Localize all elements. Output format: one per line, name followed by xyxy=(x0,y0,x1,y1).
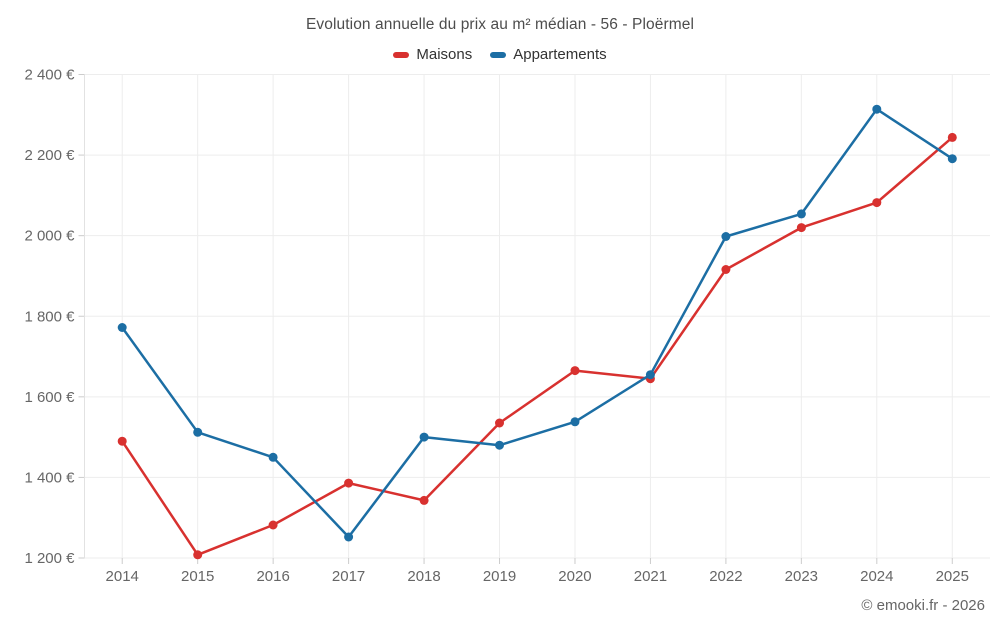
legend-item-appartements[interactable]: Appartements xyxy=(490,46,607,63)
data-point-maisons-2017 xyxy=(344,478,354,488)
y-axis-tick-label: 1 400 € xyxy=(24,469,75,486)
data-point-appartements-2025 xyxy=(947,154,957,164)
x-axis-tick-label: 2022 xyxy=(709,568,742,585)
series-line-appartements xyxy=(120,107,954,539)
x-axis-tick-label: 2020 xyxy=(558,568,591,585)
appartements-series-swatch-icon xyxy=(490,51,507,58)
data-point-maisons-2020 xyxy=(570,366,580,376)
data-point-appartements-2016 xyxy=(268,452,278,462)
y-axis-tick-label: 2 000 € xyxy=(24,228,75,245)
data-point-maisons-2022 xyxy=(721,265,731,274)
y-axis-tick-label: 1 200 € xyxy=(24,550,75,567)
data-point-appartements-2014 xyxy=(117,323,127,332)
y-axis-tick-label: 1 600 € xyxy=(24,389,75,406)
y-axis-tick-label: 2 200 € xyxy=(24,147,75,164)
y-axis-tick-label: 1 800 € xyxy=(24,308,75,325)
x-axis-tick-label: 2016 xyxy=(256,568,289,585)
x-axis-tick-label: 2018 xyxy=(407,568,440,585)
x-axis-tick-label: 2023 xyxy=(785,568,818,585)
maisons-series-swatch-icon xyxy=(393,51,410,58)
data-point-appartements-2018 xyxy=(419,432,429,442)
data-point-appartements-2020 xyxy=(570,417,580,427)
legend-label-maisons: Maisons xyxy=(416,46,473,63)
x-axis-tick-label: 2025 xyxy=(936,568,969,585)
data-point-appartements-2024 xyxy=(872,104,882,114)
x-axis-tick-label: 2015 xyxy=(181,568,214,585)
data-point-maisons-2014 xyxy=(117,436,127,446)
data-point-maisons-2016 xyxy=(268,520,278,530)
data-point-appartements-2019 xyxy=(495,440,504,450)
chart-title: Evolution annuelle du prix au m² médian … xyxy=(305,16,695,33)
data-point-appartements-2021 xyxy=(645,370,655,380)
data-point-maisons-2023 xyxy=(796,223,806,233)
copyright-credit: © emooki.fr - 2026 xyxy=(861,597,985,614)
x-axis-tick-label: 2017 xyxy=(332,568,365,585)
x-axis-tick-label: 2019 xyxy=(483,568,516,585)
legend-label-appartements: Appartements xyxy=(513,46,607,63)
data-point-maisons-2015 xyxy=(193,550,203,560)
y-axis-tick-label: 2 400 € xyxy=(24,67,75,84)
data-point-appartements-2022 xyxy=(721,232,731,241)
series-line-maisons xyxy=(120,136,954,557)
data-point-maisons-2024 xyxy=(872,198,882,208)
data-point-appartements-2015 xyxy=(193,427,203,437)
legend-item-maisons[interactable]: Maisons xyxy=(393,46,472,63)
x-axis-tick-label: 2014 xyxy=(106,568,139,585)
data-point-maisons-2018 xyxy=(419,495,429,505)
chart-legend: Maisons Appartements xyxy=(0,46,1000,63)
data-point-maisons-2025 xyxy=(947,132,957,142)
x-axis-tick-label: 2024 xyxy=(860,568,893,585)
data-point-appartements-2023 xyxy=(796,209,806,219)
data-point-appartements-2017 xyxy=(344,532,354,542)
x-axis-tick-label: 2021 xyxy=(634,568,667,585)
data-point-maisons-2019 xyxy=(495,418,504,428)
